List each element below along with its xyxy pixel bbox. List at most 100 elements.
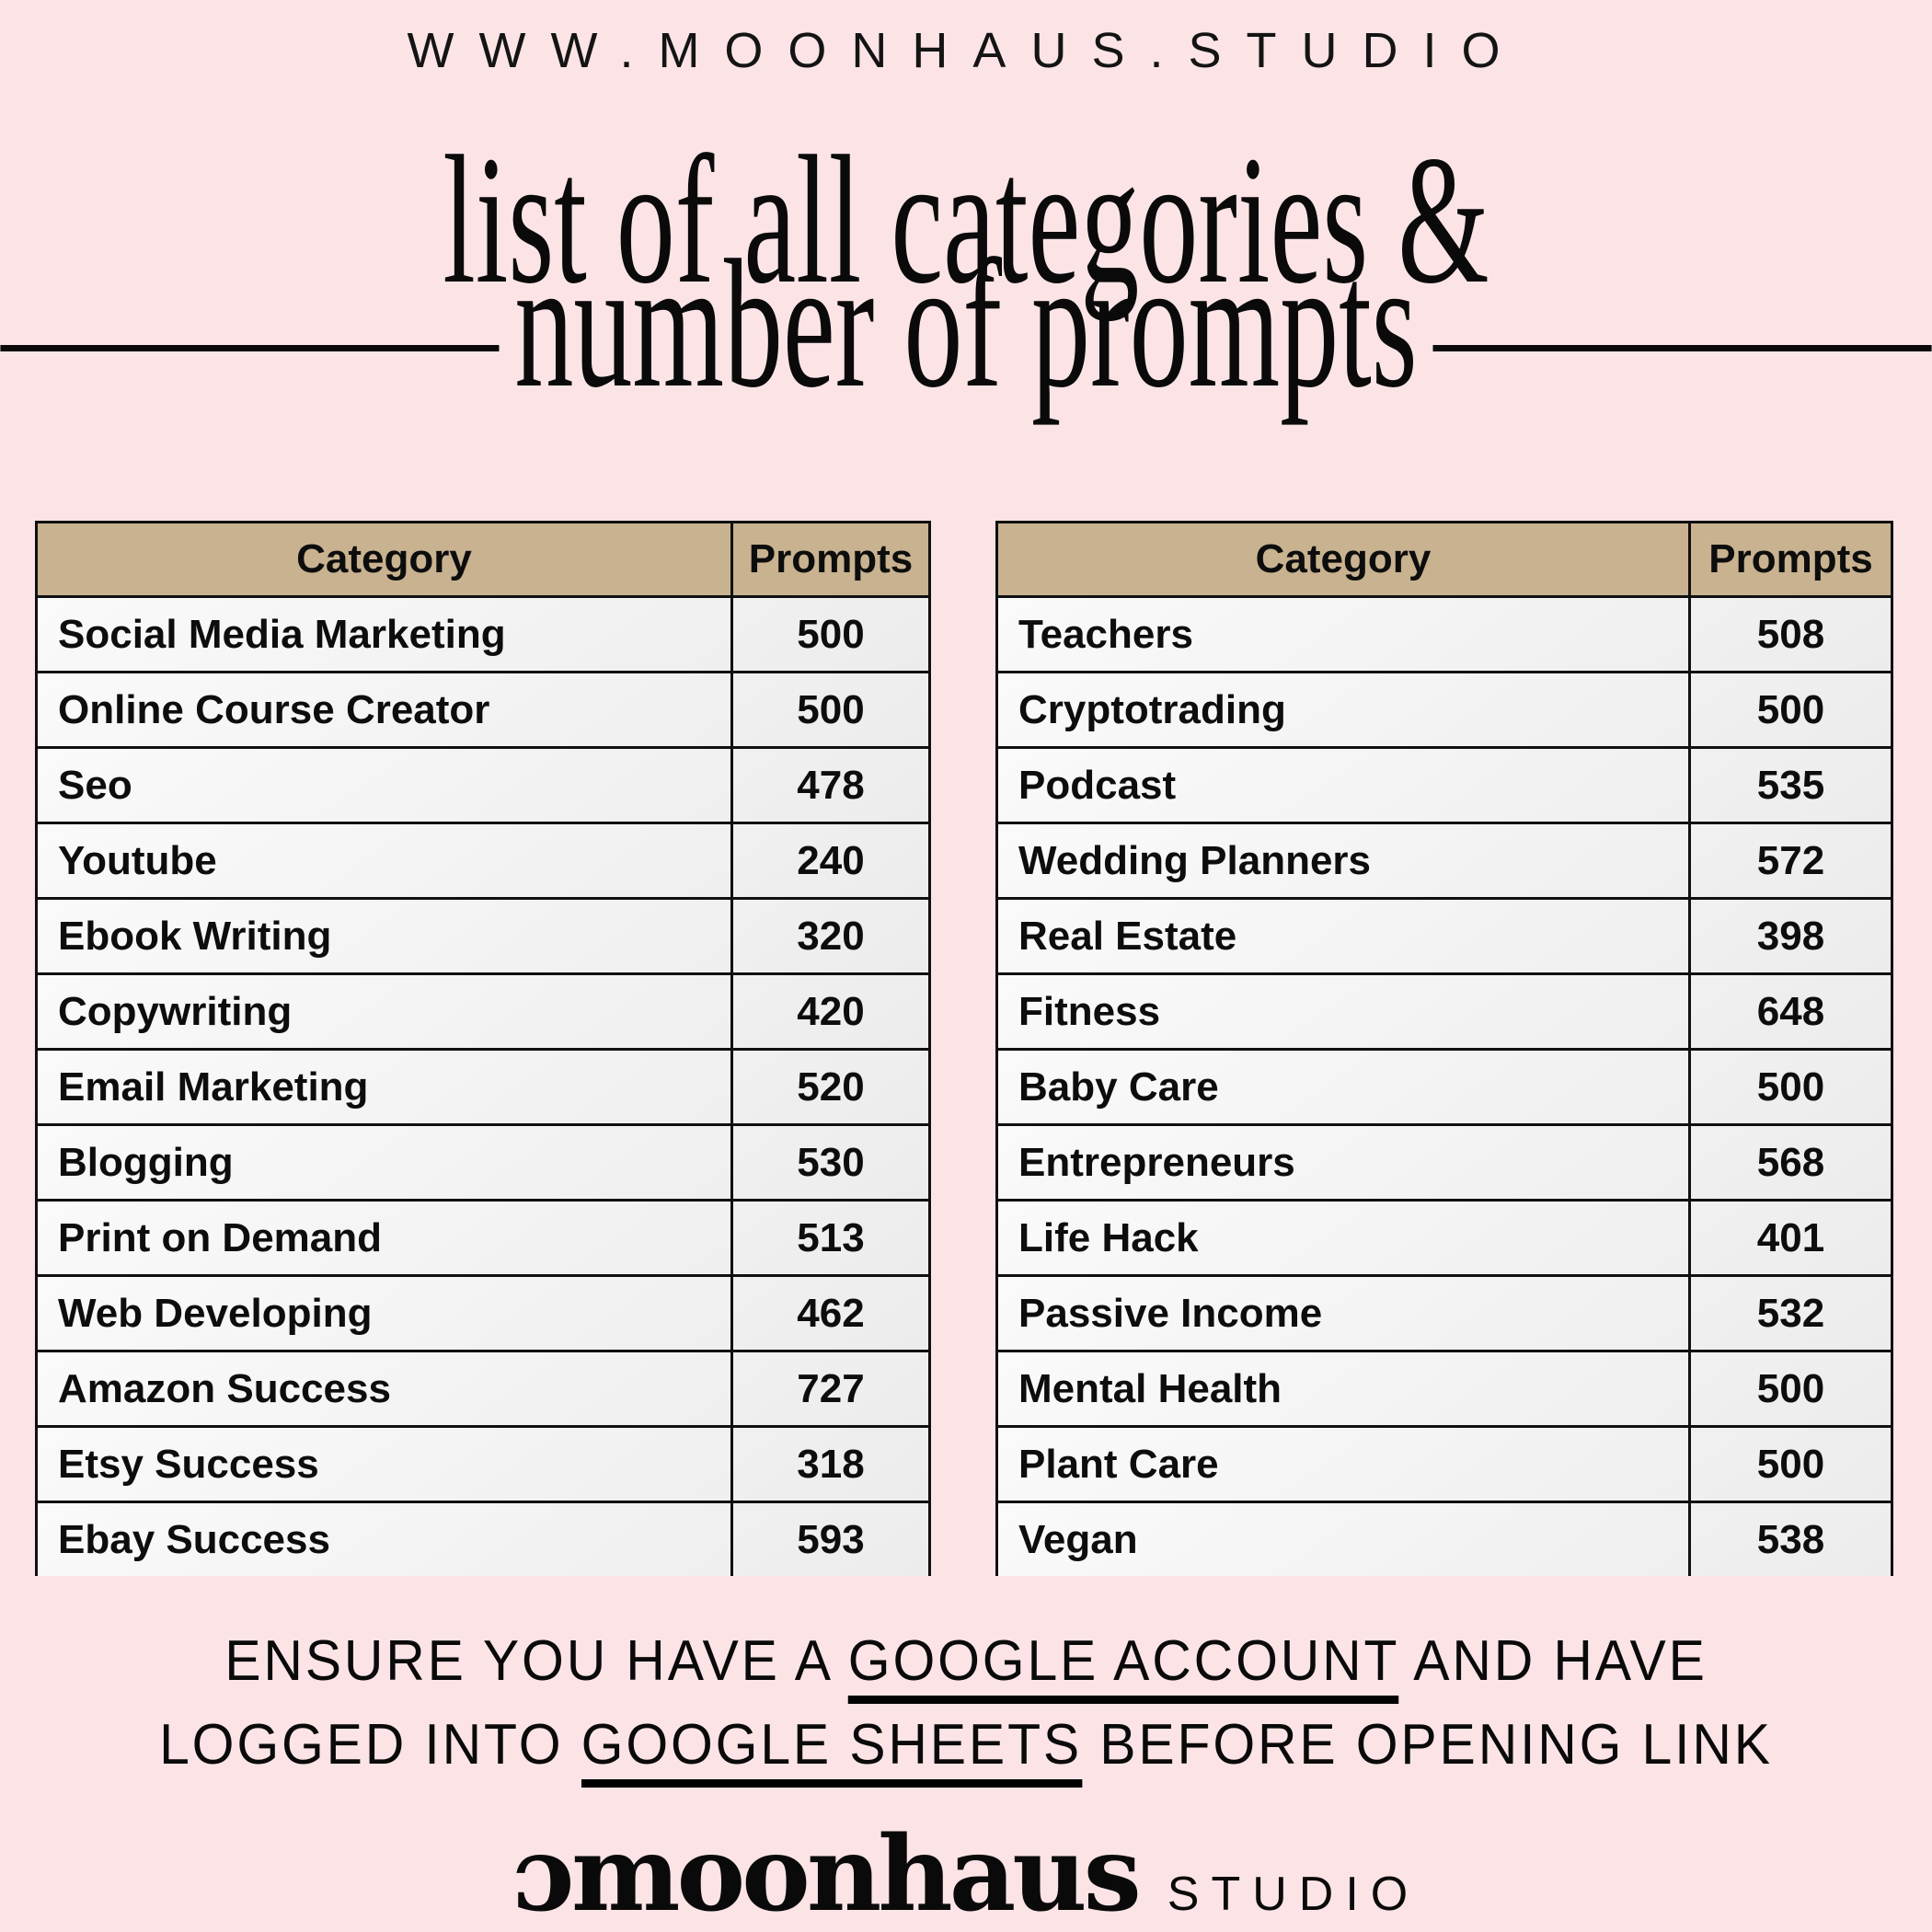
prompts-cell: 420: [797, 988, 865, 1034]
page-title: list of all categories & number of promp…: [0, 0, 1932, 497]
prompts-cell: 500: [797, 611, 865, 657]
category-cell: Ebook Writing: [38, 900, 733, 972]
prompts-cell: 500: [1756, 686, 1825, 732]
table-row: Fitness 648: [998, 972, 1891, 1048]
category-cell: Online Course Creator: [38, 673, 733, 746]
table-body: Social Media Marketing 500 Online Course C…: [38, 595, 928, 1576]
category-cell: Life Hack: [998, 1202, 1691, 1274]
table-row: Print on Demand 513: [38, 1199, 928, 1274]
logo-suffix: STUDIO: [1167, 1868, 1420, 1921]
crescent-logo-mark: ɔ: [512, 1814, 575, 1932]
category-cell: Plant Care: [998, 1428, 1691, 1501]
table-row: Baby Care 500: [998, 1048, 1891, 1123]
note-text: LOGGED INTO: [159, 1713, 581, 1777]
category-cell: Email Marketing: [38, 1051, 733, 1123]
table-header-prompts: Prompts: [1708, 536, 1873, 581]
table-header-row: Category Prompts: [38, 523, 928, 595]
category-cell: Print on Demand: [38, 1202, 733, 1274]
table-row: Blogging 530: [38, 1123, 928, 1199]
table-row: Life Hack 401: [998, 1199, 1891, 1274]
note-text: ENSURE YOU HAVE A: [224, 1629, 848, 1693]
category-cell: Podcast: [998, 749, 1691, 822]
prompts-cell: 530: [797, 1139, 865, 1185]
table-row: Cryptotrading 500: [998, 671, 1891, 746]
prompts-cell: 513: [797, 1214, 865, 1260]
prompts-cell: 478: [797, 762, 865, 808]
moonhaus-logo: ɔ moonhaus STUDIO: [0, 1823, 1932, 1932]
prompts-cell: 500: [797, 686, 865, 732]
note-underlined-text: GOOGLE SHEETS: [581, 1713, 1083, 1788]
category-cell: Entrepreneurs: [998, 1126, 1691, 1199]
table-row: Real Estate 398: [998, 897, 1891, 972]
prompts-cell: 320: [797, 913, 865, 959]
table-row: Web Developing 462: [38, 1274, 928, 1350]
table-row: Passive Income 532: [998, 1274, 1891, 1350]
prompts-cell: 572: [1756, 837, 1825, 883]
table-row: Seo 478: [38, 746, 928, 822]
table-row: Online Course Creator 500: [38, 671, 928, 746]
title-rule-right: [1432, 345, 1932, 351]
category-cell: Ebay Success: [38, 1503, 733, 1576]
table-row: Ebook Writing 320: [38, 897, 928, 972]
category-cell: Mental Health: [998, 1352, 1691, 1425]
title-line-2: number of prompts: [0, 223, 1932, 426]
logo-name: moonhaus: [570, 1814, 1142, 1932]
prompts-cell: 508: [1756, 611, 1825, 657]
prompts-cell: 500: [1756, 1365, 1825, 1411]
prompts-cell: 648: [1756, 988, 1825, 1034]
table-row: Entrepreneurs 568: [998, 1123, 1891, 1199]
prompts-cell: 727: [797, 1365, 865, 1411]
prompts-cell: 462: [797, 1290, 865, 1336]
table-body: Teachers 508 Cryptotrading 500 Podcast 535 Wed…: [998, 595, 1891, 1576]
category-cell: Blogging: [38, 1126, 733, 1199]
prompts-cell: 398: [1756, 913, 1825, 959]
title-line-2-text: number of prompts: [514, 223, 1418, 426]
note-line-1: ENSURE YOU HAVE A GOOGLE ACCOUNT AND HAV…: [49, 1619, 1884, 1704]
site-url: WWW.MOONHAUS.STUDIO: [407, 23, 1525, 78]
prompts-cell: 532: [1756, 1290, 1825, 1336]
table-header-row: Category Prompts: [998, 523, 1891, 595]
table-row: Mental Health 500: [998, 1350, 1891, 1425]
category-cell: Teachers: [998, 598, 1691, 671]
categories-table-right: Category Prompts Teachers 508 Cryptotradin…: [995, 521, 1893, 1576]
table-row: Copywriting 420: [38, 972, 928, 1048]
note-text: BEFORE OPENING LINK: [1082, 1713, 1773, 1777]
category-cell: Baby Care: [998, 1051, 1691, 1123]
category-cell: Youtube: [38, 824, 733, 897]
category-cell: Passive Income: [998, 1277, 1691, 1350]
table-row: Social Media Marketing 500: [38, 595, 928, 671]
table-row: Podcast 535: [998, 746, 1891, 822]
note-text: AND HAVE: [1398, 1629, 1708, 1693]
category-cell: Wedding Planners: [998, 824, 1691, 897]
table-row: Vegan 538: [998, 1501, 1891, 1576]
prompts-cell: 500: [1756, 1064, 1825, 1110]
table-row: Wedding Planners 572: [998, 822, 1891, 897]
category-cell: Fitness: [998, 975, 1691, 1048]
prompts-cell: 520: [797, 1064, 865, 1110]
category-cell: Real Estate: [998, 900, 1691, 972]
table-header-prompts: Prompts: [748, 536, 914, 581]
table-row: Ebay Success 593: [38, 1501, 928, 1576]
table-header-category: Category: [998, 523, 1691, 595]
prompts-cell: 535: [1756, 762, 1825, 808]
prompts-cell: 240: [797, 837, 865, 883]
logo-wordmark: ɔ moonhaus: [512, 1814, 1142, 1932]
prompts-cell: 568: [1756, 1139, 1825, 1185]
category-cell: Amazon Success: [38, 1352, 733, 1425]
table-row: Email Marketing 520: [38, 1048, 928, 1123]
category-cell: Cryptotrading: [998, 673, 1691, 746]
category-cell: Copywriting: [38, 975, 733, 1048]
note-line-2: LOGGED INTO GOOGLE SHEETS BEFORE OPENING…: [49, 1703, 1884, 1788]
category-cell: Seo: [38, 749, 733, 822]
prompts-cell: 318: [797, 1441, 865, 1487]
table-row: Teachers 508: [998, 595, 1891, 671]
table-header-category: Category: [38, 523, 733, 595]
note-underlined-text: GOOGLE ACCOUNT: [847, 1629, 1399, 1704]
categories-table-left: Category Prompts Social Media Marketing 5…: [35, 521, 931, 1576]
category-cell: Social Media Marketing: [38, 598, 733, 671]
prompts-cell: 593: [797, 1516, 865, 1562]
prompts-cell: 500: [1756, 1441, 1825, 1487]
prompts-cell: 538: [1756, 1516, 1825, 1562]
category-cell: Vegan: [998, 1503, 1691, 1576]
category-cell: Web Developing: [38, 1277, 733, 1350]
